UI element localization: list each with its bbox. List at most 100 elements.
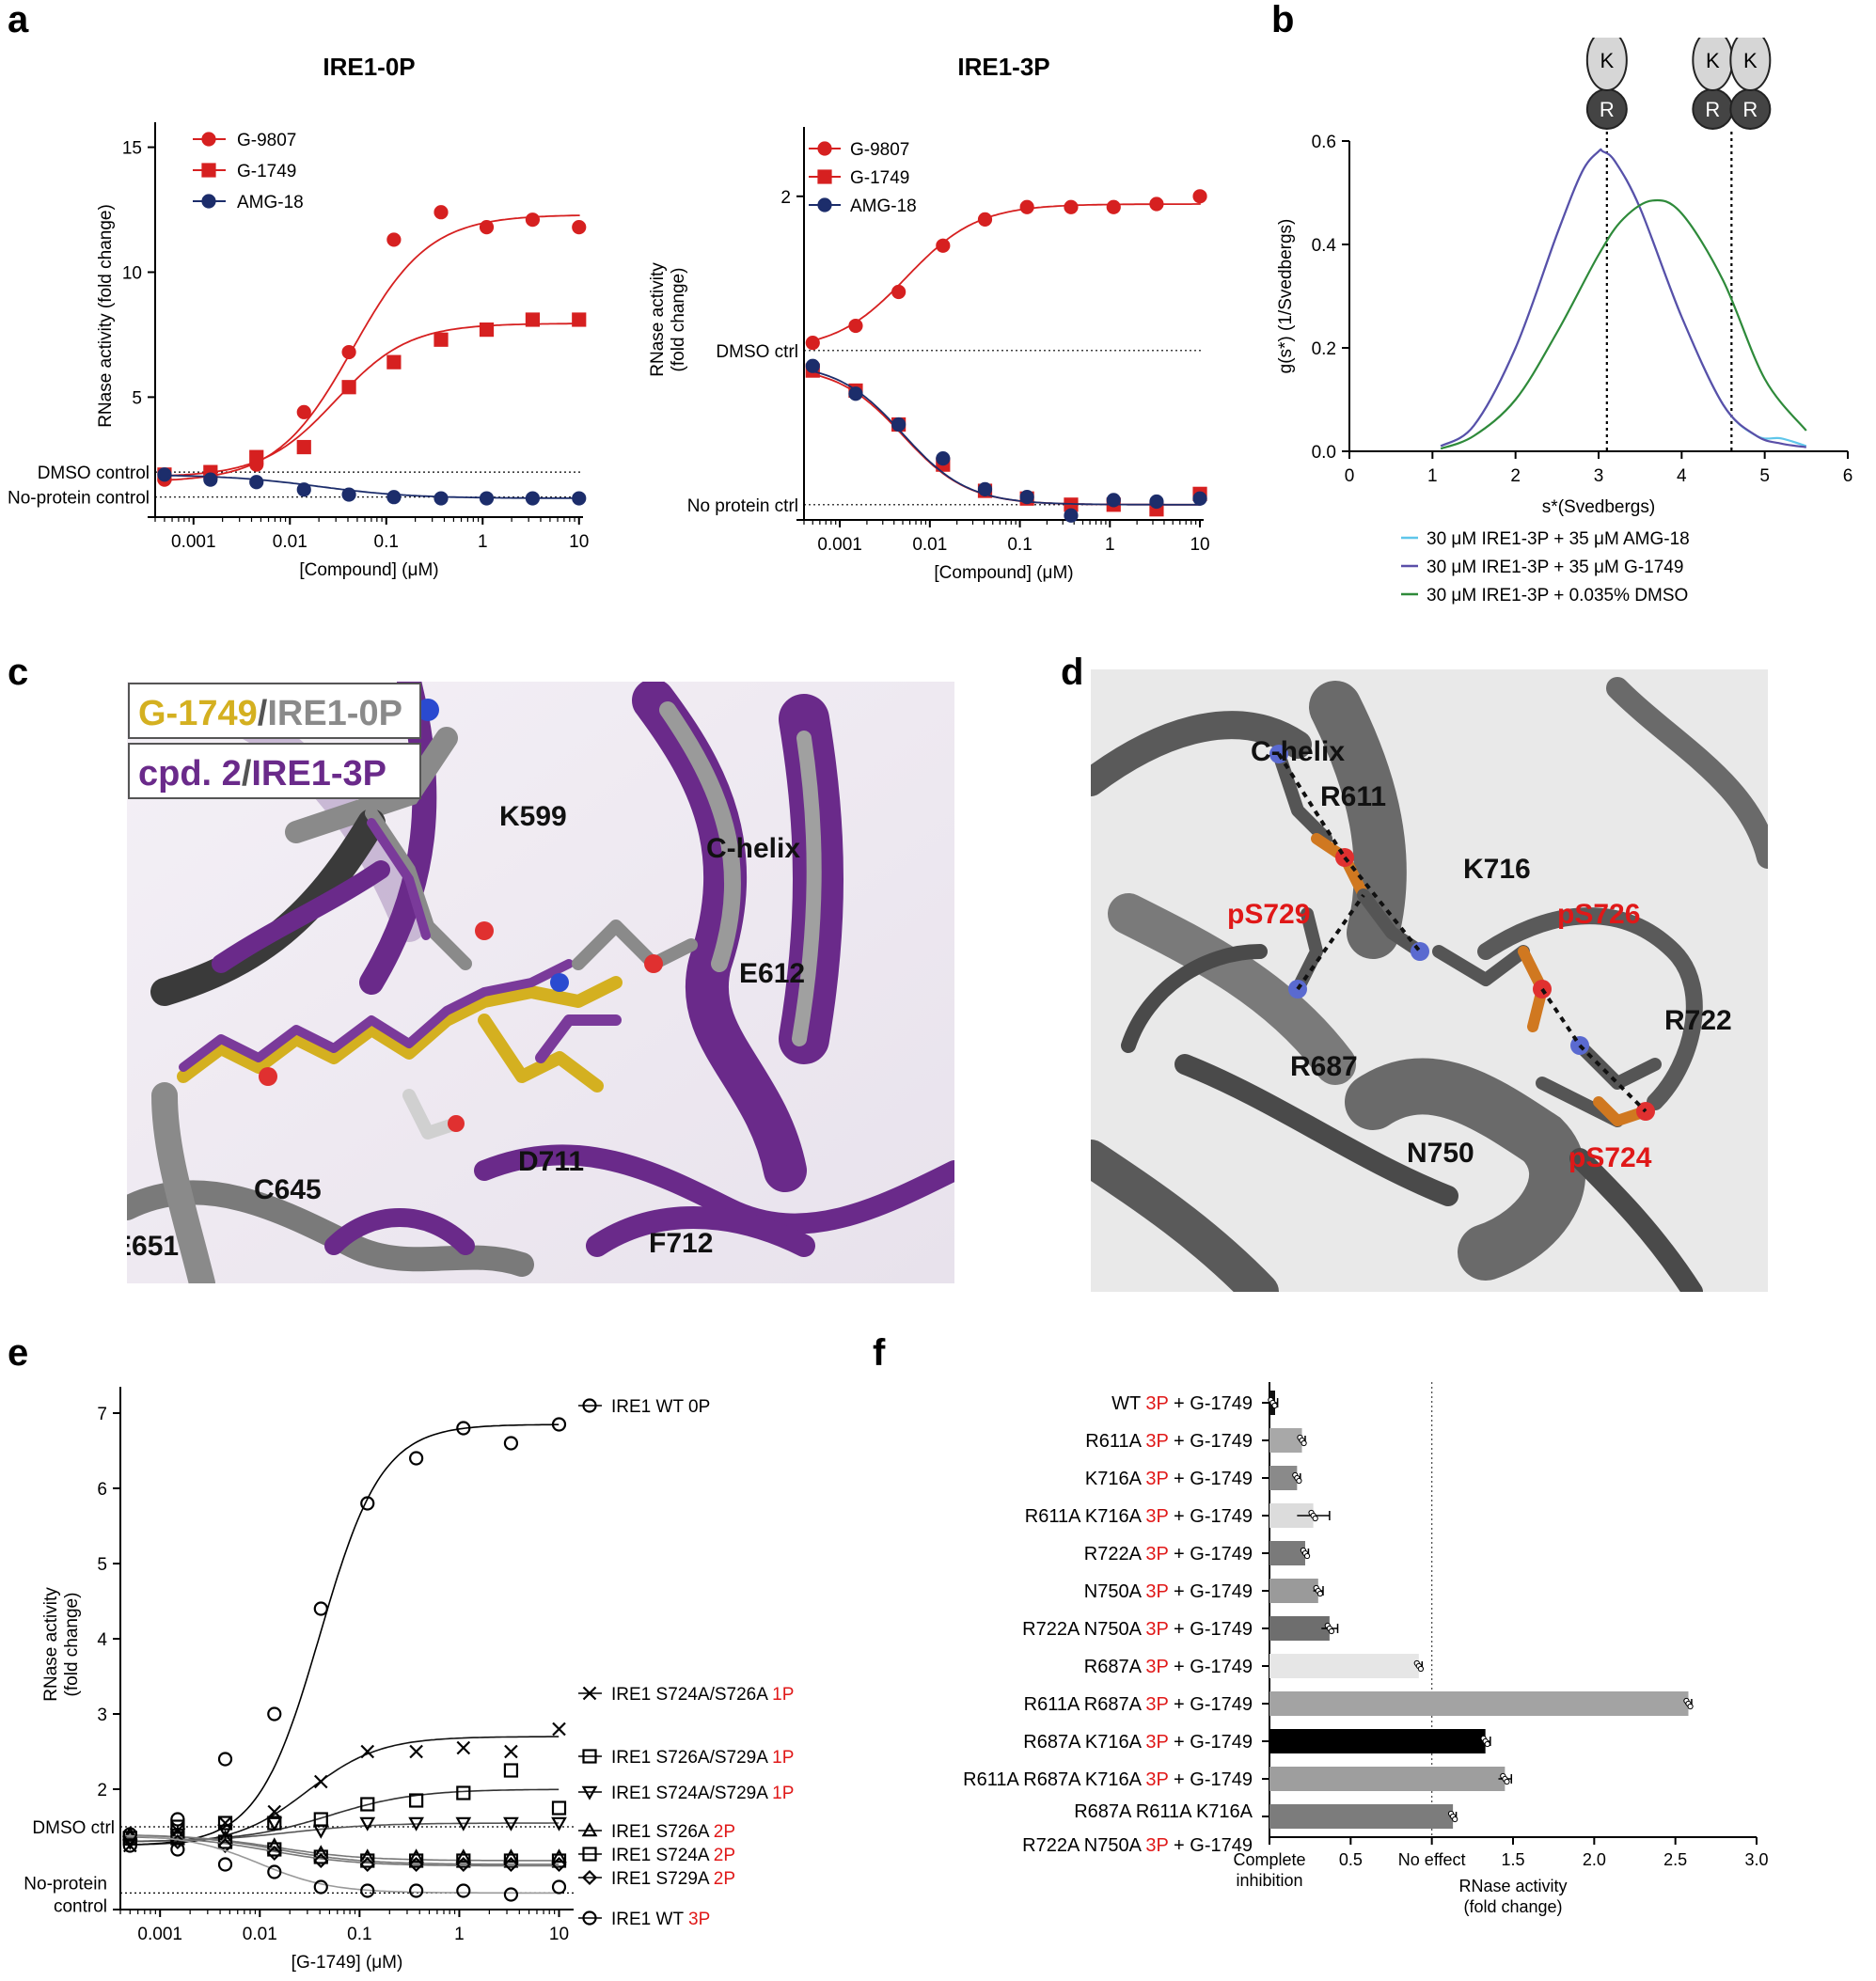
data-point — [360, 1496, 375, 1511]
legend-label-name: IRE1 S724A/S726A — [611, 1685, 772, 1705]
category-label-compound: + G-1749 — [1168, 1732, 1253, 1753]
data-point — [1192, 189, 1207, 204]
category-label-state: 3P — [1145, 1393, 1168, 1414]
x-tick-label: 1.5 — [1501, 1850, 1524, 1869]
bar — [1269, 1428, 1302, 1453]
bar — [1269, 1466, 1298, 1490]
legend-label: IRE1 S726A/S729A 1P — [611, 1748, 794, 1768]
series-ire1-s726a-s729a — [122, 1763, 567, 1846]
legend-marker — [581, 1822, 598, 1837]
svg-text:G-1749/IRE1-0P: G-1749/IRE1-0P — [138, 694, 402, 733]
panel-label-b: b — [1271, 0, 1294, 40]
reference-line-label: DMSO ctrl — [32, 1818, 115, 1838]
legend-marker — [582, 1686, 597, 1701]
data-point — [360, 1744, 375, 1759]
bar-row — [1262, 1428, 1307, 1453]
category-label-mutant: R687A — [1084, 1657, 1146, 1677]
legend-item: 30 μM IRE1-3P + 35 μM AMG-18 — [1401, 529, 1690, 549]
legend-label: IRE1 S724A/S729A 1P — [611, 1784, 794, 1803]
category-label-compound: + G-1749 — [1168, 1431, 1253, 1452]
data-point — [267, 1804, 282, 1819]
data-point — [504, 1744, 518, 1759]
x-tick-label: 1 — [454, 1925, 465, 1944]
legend-label-name: IRE1 S724A/S729A — [611, 1784, 772, 1803]
data-point — [1106, 199, 1121, 214]
phosphosite-ps729: pS729 — [1227, 899, 1310, 930]
residue-c645: C645 — [254, 1174, 322, 1205]
x-tick-label: 1 — [478, 532, 488, 552]
legend-ligand-2: cpd. 2 — [138, 754, 242, 794]
data-point — [479, 322, 495, 338]
y-tick-label: 0.6 — [1312, 133, 1336, 152]
x-axis-label: (fold change) — [1463, 1897, 1562, 1916]
phosphosite-ps724: pS724 — [1569, 1142, 1652, 1173]
category-label-mutant: R722A N750A — [1022, 1619, 1145, 1640]
y-tick-label: 5 — [97, 1555, 107, 1575]
category-label-compound: + G-1749 — [1168, 1393, 1253, 1414]
data-point — [313, 1601, 328, 1616]
category-label: R687A R611A K716A — [1074, 1801, 1253, 1822]
category-label-mutant: R611A — [1085, 1431, 1145, 1452]
series-line-1 — [1440, 148, 1806, 448]
reference-line-label: No protein ctrl — [687, 496, 798, 516]
dimer-icon-right: KR — [1729, 38, 1772, 130]
reference-line-label: DMSO ctrl — [716, 342, 798, 362]
residue-k599: K599 — [499, 801, 567, 832]
legend-box-2: cpd. 2/IRE1-3P — [128, 743, 421, 799]
replicate-dot — [1328, 1627, 1335, 1635]
data-point — [360, 1797, 375, 1812]
legend-item: G-1749 — [193, 162, 296, 181]
data-point — [551, 1848, 567, 1863]
data-point — [891, 417, 906, 432]
legend-protein-1: IRE1-0P — [267, 694, 402, 733]
x-tick-label: Complete — [1233, 1850, 1305, 1869]
residue-r722: R722 — [1664, 1005, 1732, 1036]
legend-label: G-9807 — [237, 131, 296, 150]
panel-label-e: e — [8, 1332, 28, 1374]
data-point — [805, 336, 820, 351]
x-tick-label: 0.5 — [1339, 1850, 1363, 1869]
legend-ligand-1: G-1749 — [138, 694, 258, 733]
category-label: R722A 3P + G-1749 — [1084, 1544, 1253, 1564]
data-point — [267, 1842, 282, 1857]
x-tick-label: 10 — [549, 1925, 569, 1944]
series-ire1-s724a-s729a — [121, 1816, 567, 1850]
data-point — [848, 386, 863, 401]
fit-curve — [125, 1835, 560, 1867]
data-point — [936, 238, 951, 253]
y-tick-label: 6 — [97, 1480, 107, 1500]
data-point — [525, 312, 541, 327]
residue-k716: K716 — [1463, 854, 1531, 885]
bar — [1269, 1541, 1305, 1565]
category-label-state: 3P — [1145, 1835, 1168, 1856]
bar-row — [1262, 1804, 1458, 1829]
monomer-icon: KR — [1585, 38, 1628, 130]
x-tick-label: 5 — [1759, 466, 1770, 486]
data-point — [122, 1827, 137, 1842]
legend-marker — [582, 1910, 597, 1926]
x-tick-label: 4 — [1677, 466, 1687, 486]
category-label: R611A R687A K716A 3P + G-1749 — [963, 1769, 1253, 1790]
data-point — [848, 318, 863, 334]
legend-label-suffix: 0P — [688, 1397, 710, 1417]
bar — [1269, 1616, 1330, 1641]
chart-ire1-3p: IRE1-3P 0.001 0.01 0.1 1 10 2 DMSO ctrl No prote… — [648, 53, 1210, 583]
data-point — [267, 1706, 282, 1722]
category-label-state: 3P — [1145, 1694, 1168, 1715]
data-point — [456, 1421, 471, 1436]
legend-item: IRE1 S724A 2P — [578, 1846, 735, 1865]
data-point — [434, 491, 449, 506]
data-point — [313, 1879, 328, 1895]
panel-label-f: f — [873, 1332, 886, 1374]
ligand-sticks — [177, 699, 698, 1140]
x-axis-label: [Compound] (μM) — [934, 563, 1073, 583]
category-label-state: 3P — [1145, 1732, 1168, 1753]
x-tick-label: 0.01 — [912, 535, 947, 555]
chart-title: IRE1-3P — [957, 53, 1049, 81]
y-axis-label: RNase activity(fold change) — [648, 262, 688, 377]
category-label-mutant: R687A K716A — [1023, 1732, 1145, 1753]
category-label-state: 3P — [1145, 1619, 1168, 1640]
x-tick-label: 6 — [1843, 466, 1853, 486]
replicate-dot — [1271, 1402, 1278, 1409]
data-point — [296, 439, 311, 455]
